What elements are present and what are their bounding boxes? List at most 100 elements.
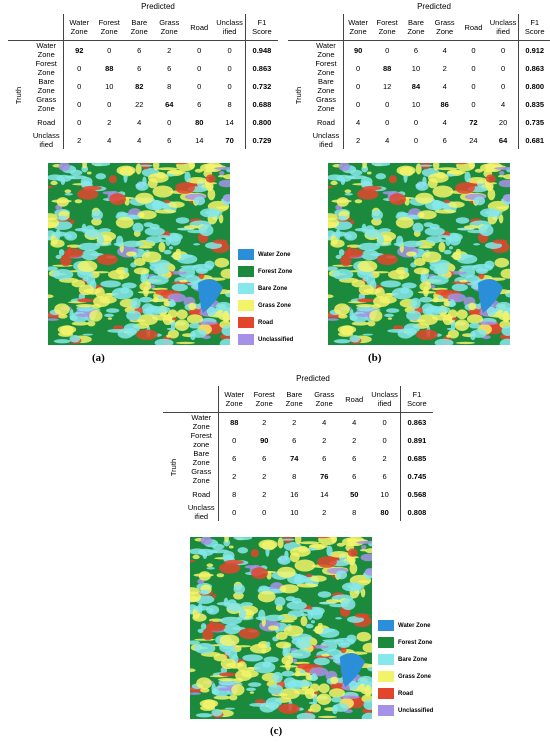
f1-score: 0.745	[399, 467, 433, 485]
corner	[288, 14, 310, 41]
legend-item: Bare Zone	[238, 280, 293, 297]
f1-header: F1 Score	[518, 14, 550, 41]
column-header: Grass Zone	[430, 14, 460, 41]
legend-swatch	[378, 671, 394, 682]
row-header: Grass Zone	[184, 467, 220, 485]
corner	[184, 386, 220, 413]
cell-value: 0	[385, 45, 390, 55]
legend-item: Road	[238, 314, 293, 331]
row-header: Water Zone	[309, 40, 344, 59]
matrix-row: Bare Zone 6 6 74 6 6 2 0.685	[163, 449, 433, 467]
cell-value: 6	[197, 99, 202, 109]
column-header: Forest Zone	[94, 14, 125, 41]
row-header: Unclass ified	[184, 503, 220, 521]
cell-value: 20	[498, 117, 508, 127]
cell-value: 0	[262, 507, 267, 517]
cell-value: 6	[352, 453, 357, 463]
cell-value: 24	[469, 135, 478, 145]
cell-value: 2	[107, 117, 112, 127]
predicted-label: Predicted	[417, 2, 451, 11]
cell-value: 4	[137, 135, 142, 145]
cell-value: 2	[382, 453, 387, 463]
cell-value: 6	[167, 135, 172, 145]
corner	[29, 14, 65, 41]
row-header: Forest Zone	[29, 59, 65, 77]
cell-value: 4	[352, 417, 357, 427]
column-header: Water Zone	[218, 386, 250, 413]
corner	[163, 386, 185, 413]
cell-value: 10	[105, 81, 114, 91]
legend-label: Bare Zone	[258, 285, 288, 292]
cell-value: 0	[356, 81, 361, 91]
f1-score: 0.568	[399, 485, 433, 503]
cell-value: 2	[292, 417, 297, 427]
cell-value: 6	[442, 135, 447, 145]
legend-swatch	[378, 637, 394, 648]
row-header: Forest Zone	[309, 59, 344, 77]
f1-score: 0.729	[244, 131, 278, 149]
column-header: Unclass ified	[369, 386, 401, 413]
legend-item: Water Zone	[238, 246, 293, 263]
corner	[8, 14, 30, 41]
row-header: Road	[29, 113, 65, 131]
cell-value: 2	[322, 507, 327, 517]
cell-value: 14	[320, 489, 329, 499]
cell-value: 0	[500, 81, 506, 91]
cell-value: 4	[442, 117, 447, 127]
classification-map	[190, 537, 372, 719]
cell-value: 0	[227, 45, 232, 55]
f1-score: 0.835	[518, 95, 550, 113]
predicted-label: Predicted	[141, 2, 175, 11]
column-header: Forest Zone	[372, 14, 402, 41]
cell-value: 2	[262, 471, 267, 481]
predicted-label: Predicted	[296, 374, 330, 383]
cell-value: 2	[77, 135, 82, 145]
matrix-row: Forest Zone 0 88 10 2 0 0 0.863	[288, 59, 550, 77]
cell-value: 0	[356, 63, 361, 73]
legend-label: Unclassified	[258, 336, 294, 343]
matrix-row: Grass Zone 2 2 8 76 6 6 0.745	[163, 467, 433, 485]
matrix-row: Grass Zone 0 0 10 86 0 4 0.835	[288, 95, 550, 113]
row-header: Road	[309, 113, 344, 131]
truth-label: Truth	[14, 86, 24, 104]
cell-value: 6	[137, 45, 142, 55]
cell-value: 10	[290, 507, 299, 517]
legend-label: Unclassified	[398, 707, 434, 714]
column-header: Road	[459, 14, 488, 41]
legend-item: Grass Zone	[238, 297, 293, 314]
legend-item: Unclassified	[378, 702, 433, 719]
legend-swatch	[238, 300, 254, 311]
matrix-row: Bare Zone 0 10 82 8 0 0 0.732	[8, 77, 278, 95]
f1-score: 0.891	[399, 431, 433, 449]
legend-item: Grass Zone	[378, 668, 433, 685]
cell-value: 0	[356, 99, 361, 109]
truth-label: Truth	[294, 86, 304, 104]
column-header: Unclass ified	[214, 14, 246, 41]
column-header: Unclass ified	[487, 14, 519, 41]
cell-value: 0	[77, 63, 82, 73]
cell-value: 90	[353, 45, 363, 55]
legend-swatch	[378, 688, 394, 699]
cell-value: 6	[352, 471, 357, 481]
cell-value: 2	[262, 417, 267, 427]
legend-swatch	[238, 249, 254, 260]
legend-item: Bare Zone	[378, 651, 433, 668]
row-header: Bare Zone	[309, 77, 344, 95]
truth-label-cell: Truth	[163, 413, 184, 522]
column-header: Bare Zone	[401, 14, 431, 41]
column-header: Water Zone	[343, 14, 373, 41]
cell-value: 22	[135, 99, 144, 109]
f1-score: 0.800	[244, 113, 278, 131]
cell-value: 0	[382, 435, 387, 445]
matrix-row: Truth Water Zone 92 0 6 2 0 0 0.948	[8, 40, 278, 104]
cell-value: 10	[411, 99, 421, 109]
legend-item: Unclassified	[238, 331, 293, 348]
legend-label: Road	[398, 690, 413, 697]
cell-value: 2	[356, 135, 361, 145]
matrix-table: Water Zone Forest Zone Bare Zone Grass Zone…	[288, 14, 550, 149]
column-header: Water Zone	[63, 14, 95, 41]
cell-value: 0	[232, 435, 237, 445]
cell-value: 4	[442, 81, 447, 91]
f1-header: F1 Score	[399, 386, 433, 413]
truth-label-cell: Truth	[288, 41, 309, 150]
